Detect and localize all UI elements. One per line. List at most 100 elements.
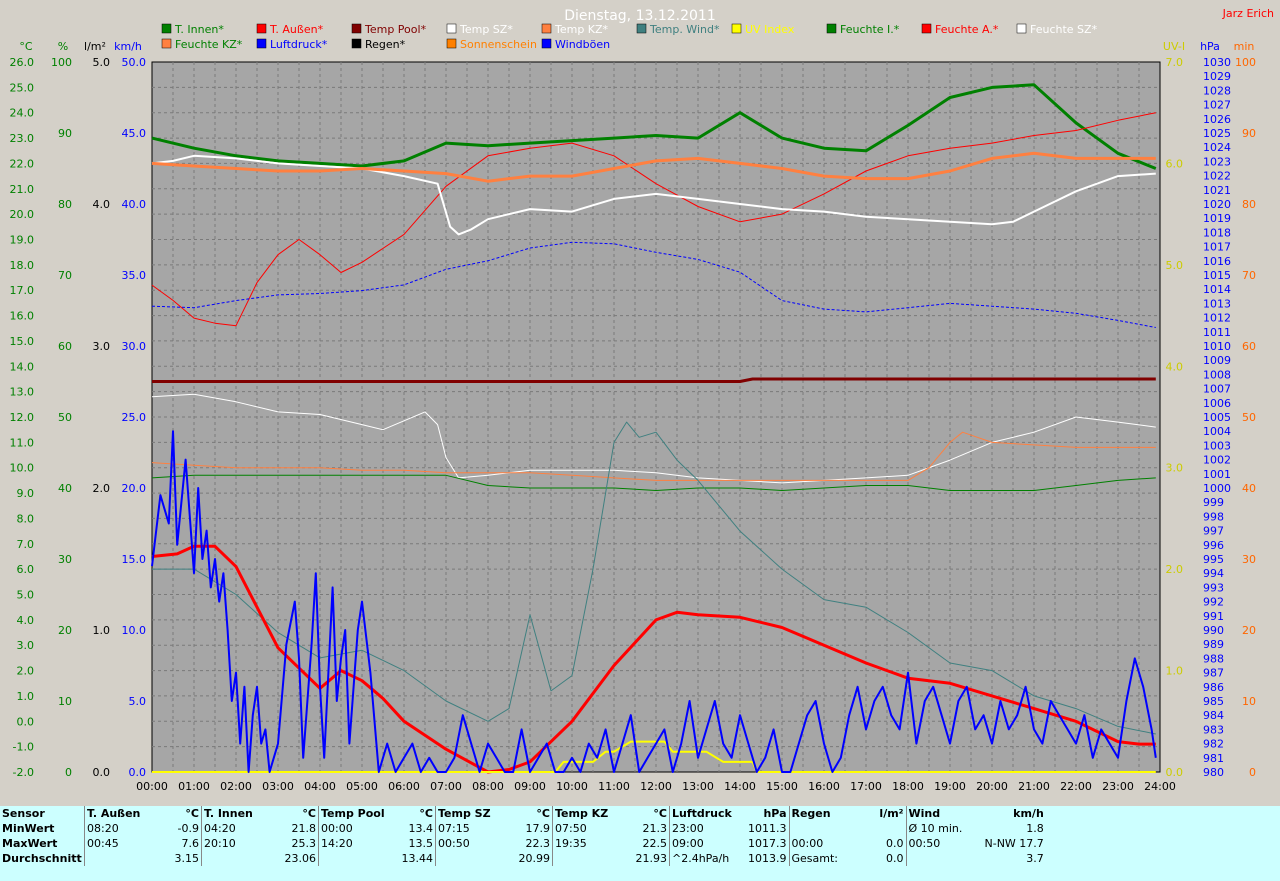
x-tick-label: 16:00 [808, 780, 840, 793]
stats-value: 22.3 [525, 837, 551, 850]
legend-label: Feuchte A.* [935, 23, 999, 36]
legend-swatch [446, 23, 457, 34]
series-temp_innen [151, 83, 1157, 170]
pressure-tick-label: 995 [1203, 553, 1224, 566]
x-tick-label: 24:00 [1144, 780, 1176, 793]
pressure-tick-label: 980 [1203, 766, 1224, 779]
pressure-tick-label: 992 [1203, 596, 1224, 609]
stats-value: 21.3 [642, 822, 668, 835]
temp-tick-label: 12.0 [10, 411, 35, 424]
humidity-axis-unit: % [58, 40, 68, 53]
stats-value: N-NW 17.7 [984, 837, 1044, 850]
stats-header: Temp KZ [552, 806, 629, 821]
pressure-tick-label: 1004 [1203, 425, 1231, 438]
stats-value: 20.99 [518, 852, 551, 865]
pressure-tick-label: 991 [1203, 610, 1224, 623]
series-luftdruck [151, 241, 1156, 328]
stats-time: 14:20 [318, 836, 395, 851]
pressure-tick-label: 1014 [1203, 283, 1231, 296]
legend-label: Temp. Wind* [649, 23, 720, 36]
stats-value: 7.6 [181, 837, 200, 850]
pressure-tick-label: 998 [1203, 510, 1224, 523]
x-tick-label: 14:00 [724, 780, 756, 793]
stats-value: 1011.3 [748, 822, 787, 835]
x-tick-label: 04:00 [304, 780, 336, 793]
pressure-tick-label: 983 [1203, 723, 1224, 736]
temp-tick-label: 5.0 [17, 589, 35, 602]
x-tick-label: 10:00 [556, 780, 588, 793]
stats-header-row: Sensor T. Außen °C T. Innen °C Temp Pool °C Tem… [0, 806, 1046, 821]
wind-tick-label: 35.0 [122, 269, 147, 282]
temp-tick-label: 8.0 [17, 512, 35, 525]
pressure-tick-label: 1012 [1203, 312, 1231, 325]
minutes-tick-label: 50 [1242, 411, 1256, 424]
series-temp_pool [152, 377, 1156, 383]
temp-tick-label: 0.0 [17, 715, 35, 728]
pressure-tick-label: 1027 [1203, 99, 1231, 112]
x-tick-label: 08:00 [472, 780, 504, 793]
rain-tick-label: 5.0 [93, 56, 111, 69]
legend-swatch [256, 38, 267, 49]
statistics-table: Sensor T. Außen °C T. Innen °C Temp Pool °C Tem… [0, 806, 1046, 866]
humidity-tick-label: 100 [51, 56, 72, 69]
pressure-tick-label: 1022 [1203, 170, 1231, 183]
pressure-tick-label: 999 [1203, 496, 1224, 509]
stats-value: 3.15 [174, 852, 200, 865]
temp-tick-label: 20.0 [10, 208, 35, 221]
stats-time [552, 851, 629, 866]
legend-label: Luftdruck* [270, 38, 328, 51]
stats-time [201, 851, 278, 866]
chart-title: Dienstag, 13.12.2011 [564, 8, 715, 24]
pressure-tick-label: 1020 [1203, 198, 1231, 211]
pressure-tick-label: 1028 [1203, 84, 1231, 97]
stats-header-unit: hPa [763, 807, 787, 820]
pressure-tick-label: 1002 [1203, 454, 1231, 467]
series-temp_kz [151, 151, 1156, 183]
temp-tick-label: 13.0 [10, 386, 35, 399]
pressure-tick-label: 996 [1203, 539, 1224, 552]
stats-time [318, 851, 395, 866]
pressure-tick-label: 1029 [1203, 70, 1231, 83]
x-tick-label: 09:00 [514, 780, 546, 793]
wind-axis-unit: km/h [114, 40, 142, 53]
pressure-tick-label: 981 [1203, 752, 1224, 765]
legend-label: T. Außen* [269, 23, 324, 36]
legend-swatch [351, 38, 362, 49]
legend-label: UV Index [745, 23, 795, 36]
humidity-tick-label: 70 [58, 269, 72, 282]
stats-value: 25.3 [291, 837, 317, 850]
temp-tick-label: 21.0 [10, 183, 35, 196]
pressure-tick-label: 1013 [1203, 297, 1231, 310]
rain-tick-label: 0.0 [93, 766, 111, 779]
stats-row: Durchschnitt 3.15 23.06 13.44 20.99 21.93 ^2.4… [0, 851, 1046, 866]
wind-tick-label: 25.0 [122, 411, 147, 424]
pressure-tick-label: 1006 [1203, 397, 1231, 410]
pressure-tick-label: 1021 [1203, 184, 1231, 197]
stats-value [866, 821, 907, 836]
stats-time: 07:15 [435, 821, 512, 836]
pressure-tick-label: 988 [1203, 652, 1224, 665]
legend-label: Temp Pool* [364, 23, 427, 36]
minutes-tick-label: 30 [1242, 553, 1256, 566]
stats-time: 00:50 [435, 836, 512, 851]
minutes-tick-label: 40 [1242, 482, 1256, 495]
humidity-tick-label: 50 [58, 411, 72, 424]
minutes-tick-label: 20 [1242, 624, 1256, 637]
legend-swatch [541, 38, 552, 49]
stats-time: 00:00 [318, 821, 395, 836]
stats-value: 3.7 [1026, 852, 1044, 865]
minutes-tick-label: 90 [1242, 127, 1256, 140]
pressure-tick-label: 1009 [1203, 354, 1231, 367]
temp-tick-label: 18.0 [10, 259, 35, 272]
rain-axis-unit: l/m² [84, 40, 106, 53]
pressure-tick-label: 993 [1203, 581, 1224, 594]
stats-time: 00:45 [84, 836, 161, 851]
series-feuchte_sz [151, 393, 1156, 484]
stats-time [84, 851, 161, 866]
stats-header-unit: °C [419, 807, 433, 820]
legend-label: Temp KZ* [554, 23, 609, 36]
legend-label: Temp SZ* [459, 23, 513, 36]
pressure-tick-label: 985 [1203, 695, 1224, 708]
x-tick-label: 20:00 [976, 780, 1008, 793]
stats-time: ^2.4hPa/h [669, 851, 746, 866]
